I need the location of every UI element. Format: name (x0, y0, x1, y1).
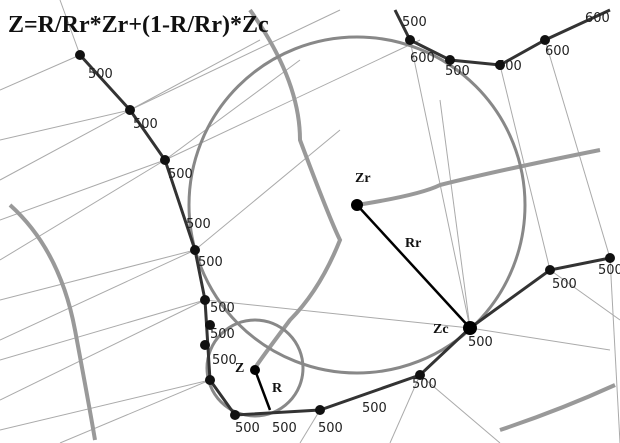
mesh-line (549, 269, 620, 321)
curve-label: 600 (410, 51, 435, 66)
curve-node (200, 340, 210, 350)
curve-label: 500 (210, 327, 235, 342)
mesh-line (129, 39, 261, 111)
mesh-line (0, 109, 131, 181)
mesh-line (0, 299, 206, 401)
curve-node (230, 410, 240, 420)
dark-curves (78, 8, 611, 417)
curve-labels: 500 500 500 500 500 500 500 500 500 500 500 500 500 5… (88, 11, 620, 436)
curve-node (205, 320, 215, 330)
mesh-line (164, 59, 301, 161)
curve-label: 500 (212, 353, 237, 368)
gray-curve (499, 383, 616, 432)
gray-curve (356, 148, 601, 207)
gray-curves (8, 8, 616, 441)
mesh-line (164, 39, 421, 161)
curve-label: 500 (235, 421, 260, 436)
mesh-line (59, 0, 81, 56)
mesh-line (389, 374, 421, 443)
mesh-line (0, 299, 206, 361)
curve-label: 500 (168, 167, 193, 182)
label-rr: Rr (405, 236, 421, 251)
curve-label: 500 (412, 377, 437, 392)
curve-label: 500 (210, 301, 235, 316)
curve-node (205, 375, 215, 385)
curve-node (315, 405, 325, 415)
curve-node (605, 253, 615, 263)
mesh-line (0, 159, 166, 261)
mesh-line (439, 99, 471, 329)
curve-label: 500 (402, 15, 427, 30)
label-r: R (272, 381, 283, 396)
curve-label: 500 (272, 421, 297, 436)
curve-label: 500 (198, 255, 223, 270)
curve-node (545, 265, 555, 275)
curve-node (495, 60, 505, 70)
mesh-line (0, 249, 196, 341)
curve-label: 500 (445, 64, 470, 79)
dark-curve (393, 8, 611, 67)
curve-label: 500 (362, 401, 387, 416)
curve-label: 500 (552, 277, 577, 292)
curve-node (200, 295, 210, 305)
curve-node (445, 55, 455, 65)
mesh-line (0, 54, 81, 91)
curve-node (160, 155, 170, 165)
curve-node (125, 105, 135, 115)
mesh-line (129, 9, 341, 111)
label-zc: Zc (433, 322, 449, 337)
curve-node (415, 370, 425, 380)
curve-label: 500 (88, 67, 113, 82)
rr-line (356, 204, 471, 329)
mesh-line (469, 327, 611, 351)
label-z: Z (235, 361, 244, 376)
r-line (253, 369, 272, 411)
curve-label: 500 (133, 117, 158, 132)
label-zr: Zr (355, 171, 371, 186)
mesh-line (609, 257, 620, 443)
point-z (250, 365, 260, 375)
gray-curve (8, 203, 97, 441)
mesh-line (0, 249, 196, 301)
small-circle (205, 318, 305, 418)
curve-label: 600 (585, 11, 610, 26)
mesh-line (0, 379, 211, 431)
curve-label: 500 (598, 263, 620, 278)
mesh-line (0, 109, 131, 141)
formula: Z=R/Rr*Zr+(1-R/Rr)*Zc (8, 12, 269, 38)
curve-node (405, 35, 415, 45)
curve-label: 500 (468, 335, 493, 350)
curve-node (540, 35, 550, 45)
curve-label: 600 (545, 44, 570, 59)
curve-node (190, 245, 200, 255)
curve-label: 500 (186, 217, 211, 232)
curve-label: 500 (318, 421, 343, 436)
dark-curve (78, 53, 611, 417)
large-circle (187, 35, 527, 375)
point-zc (463, 321, 477, 335)
mesh-line (419, 374, 501, 443)
mesh-line (194, 129, 341, 251)
mesh-line (0, 159, 166, 221)
mesh-line (59, 379, 211, 443)
mesh-line (544, 39, 611, 259)
mesh-line (204, 299, 471, 329)
gray-curve (248, 8, 343, 370)
point-zr (351, 199, 363, 211)
mesh-line (299, 409, 321, 443)
curve-node (75, 50, 85, 60)
